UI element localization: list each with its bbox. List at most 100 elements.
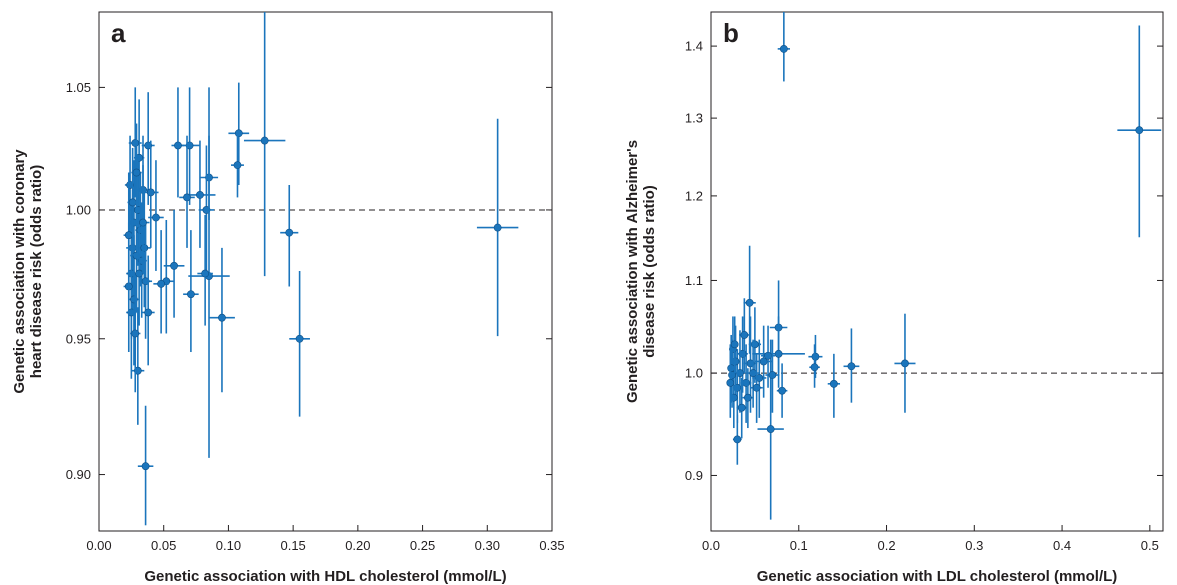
data-point (476, 118, 519, 337)
point-marker (152, 213, 160, 222)
point-marker (778, 386, 786, 395)
point-marker (131, 139, 140, 147)
y-axis-label: Genetic association with coronary (11, 149, 28, 394)
data-point (732, 414, 742, 465)
data-point (137, 405, 154, 526)
point-marker (132, 168, 141, 177)
data-point (746, 339, 760, 408)
point-marker (144, 308, 153, 317)
point-marker (285, 228, 294, 237)
y-tick-label: 1.1 (685, 273, 703, 288)
point-marker (737, 403, 746, 412)
point-marker (752, 383, 761, 392)
point-marker (779, 44, 788, 53)
point-marker (743, 393, 752, 402)
x-axis-label: Genetic association with LDL cholesterol… (757, 568, 1118, 585)
point-marker (124, 231, 133, 240)
data-point (1117, 25, 1162, 238)
data-point (726, 344, 735, 418)
point-marker (141, 462, 150, 471)
data-point (736, 377, 747, 439)
y-axis-label: disease risk (odds ratio) (641, 185, 658, 358)
x-tick-label: 0.2 (877, 538, 895, 553)
point-marker (135, 269, 144, 278)
point-marker (727, 364, 736, 373)
data-point (179, 135, 195, 248)
data-point (123, 172, 134, 300)
point-marker (766, 425, 775, 433)
point-marker (733, 435, 742, 444)
x-tick-label: 0.1 (790, 538, 808, 553)
point-marker (829, 379, 838, 388)
x-tick-label: 0.0 (702, 538, 720, 553)
panel-b: 0.0 0.1 0.2 0.3 0.4 0.5 0.9 1.0 1.1 1.2 1.3 1.4 b Gen… (624, 11, 1164, 585)
point-marker (196, 191, 204, 199)
point-marker (847, 362, 856, 371)
y-tick-label: 0.95 (66, 331, 91, 346)
plot-frame (98, 11, 553, 532)
point-marker (139, 218, 147, 227)
data-point (742, 368, 754, 429)
data-point (827, 353, 841, 418)
data-point (809, 344, 820, 388)
data-point (153, 230, 169, 334)
y-axis-label: heart disease risk (odds ratio) (28, 165, 45, 378)
data-point (133, 99, 145, 215)
data-point (131, 123, 142, 228)
point-marker (233, 161, 242, 170)
y-tick-label: 1.00 (66, 202, 91, 217)
data-point (289, 270, 310, 417)
y-tick-label: 1.0 (685, 366, 703, 381)
data-point (228, 82, 250, 185)
point-marker (140, 243, 149, 252)
data-point (776, 363, 788, 418)
data-point (209, 247, 235, 393)
panel-letter: a (111, 18, 126, 48)
point-marker (174, 141, 182, 150)
x-tick-label: 0.10 (216, 538, 241, 553)
point-marker (146, 188, 155, 197)
point-marker (157, 279, 166, 288)
point-marker (170, 261, 178, 270)
x-tick-label: 0.5 (1141, 538, 1159, 553)
data-point (739, 298, 750, 374)
data-point (127, 147, 138, 256)
data-point (731, 325, 740, 398)
data-point (136, 165, 150, 274)
data-point (188, 87, 230, 458)
point-marker (745, 298, 754, 307)
point-marker (218, 313, 226, 322)
point-marker (768, 371, 777, 379)
data-point (183, 230, 199, 353)
point-marker (730, 340, 739, 349)
point-marker (810, 363, 819, 372)
plot-frame (710, 11, 1164, 532)
point-marker (234, 129, 243, 138)
data-point (280, 184, 299, 287)
point-marker (183, 193, 191, 202)
data-point (141, 255, 155, 366)
data-point (163, 209, 185, 318)
y-tick-label: 1.05 (66, 80, 91, 95)
y-axis-label: Genetic association with Alzheimer's (624, 140, 641, 403)
y-tick-label: 0.9 (685, 468, 703, 483)
x-tick-label: 0.20 (345, 538, 370, 553)
data-point (752, 339, 767, 418)
data-point (808, 334, 823, 378)
panel-a: 0.00 0.05 0.10 0.15 0.20 0.25 0.30 0.35 0.90 0.95… (11, 11, 565, 585)
point-marker (811, 352, 820, 361)
data-point (133, 214, 145, 326)
x-tick-label: 0.15 (280, 538, 305, 553)
point-marker (128, 198, 137, 207)
data-point (130, 273, 141, 393)
point-marker (764, 351, 772, 360)
point-marker (740, 331, 749, 339)
point-marker (295, 334, 304, 343)
y-tick-label: 1.3 (685, 111, 703, 126)
point-marker (260, 136, 269, 145)
point-marker (774, 349, 783, 358)
point-marker (901, 359, 909, 368)
data-point (765, 339, 780, 413)
data-point (143, 140, 159, 248)
